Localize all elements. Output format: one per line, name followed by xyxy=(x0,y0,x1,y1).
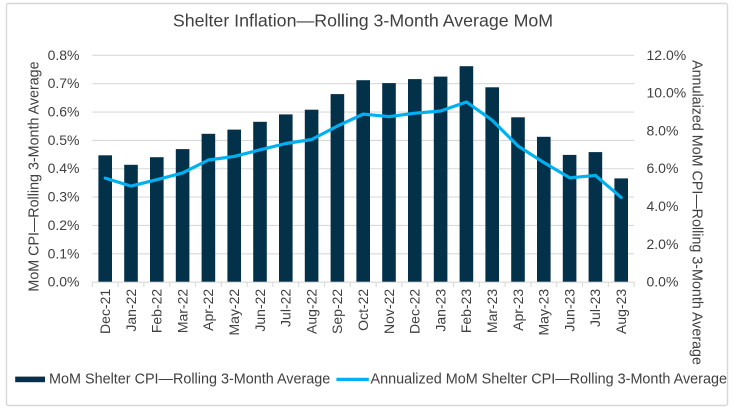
svg-text:Sep-22: Sep-22 xyxy=(329,289,345,334)
svg-text:Nov-22: Nov-22 xyxy=(381,289,397,334)
svg-text:MoM CPI—Rolling 3-Month Averag: MoM CPI—Rolling 3-Month Average xyxy=(27,61,43,291)
svg-text:Shelter Inflation—Rolling 3-Mo: Shelter Inflation—Rolling 3-Month Averag… xyxy=(173,10,553,30)
svg-text:0.0%: 0.0% xyxy=(48,274,80,290)
svg-text:0.5%: 0.5% xyxy=(48,132,80,148)
svg-text:0.4%: 0.4% xyxy=(48,160,80,176)
svg-text:May-22: May-22 xyxy=(226,289,242,336)
svg-text:Aug-23: Aug-23 xyxy=(613,289,629,334)
svg-text:4.0%: 4.0% xyxy=(647,198,679,214)
svg-text:Aug-22: Aug-22 xyxy=(303,289,319,334)
svg-text:0.6%: 0.6% xyxy=(48,103,80,119)
svg-text:0.8%: 0.8% xyxy=(48,47,80,63)
svg-text:Jul-23: Jul-23 xyxy=(587,289,603,327)
svg-text:0.0%: 0.0% xyxy=(647,274,679,290)
svg-text:Annulaized MoM CPI—Rolling 3-M: Annulaized MoM CPI—Rolling 3-Month Avera… xyxy=(689,60,705,365)
svg-text:Jul-22: Jul-22 xyxy=(278,289,294,327)
svg-text:Jan-23: Jan-23 xyxy=(432,289,448,332)
svg-text:Apr-23: Apr-23 xyxy=(510,289,526,331)
svg-text:8.0%: 8.0% xyxy=(647,122,679,138)
svg-text:Jun-23: Jun-23 xyxy=(561,289,577,332)
svg-text:Apr-22: Apr-22 xyxy=(200,289,216,331)
svg-text:12.0%: 12.0% xyxy=(647,47,687,63)
svg-text:Annualized MoM Shelter CPI—Rol: Annualized MoM Shelter CPI—Rolling 3-Mon… xyxy=(371,372,727,388)
svg-text:0.3%: 0.3% xyxy=(48,189,80,205)
svg-text:0.7%: 0.7% xyxy=(48,75,80,91)
svg-text:Dec-22: Dec-22 xyxy=(407,289,423,334)
svg-text:Jan-22: Jan-22 xyxy=(123,289,139,332)
svg-text:May-23: May-23 xyxy=(536,289,552,336)
svg-text:Dec-21: Dec-21 xyxy=(97,289,113,334)
svg-text:Feb-23: Feb-23 xyxy=(458,289,474,334)
svg-text:0.1%: 0.1% xyxy=(48,245,80,261)
svg-text:6.0%: 6.0% xyxy=(647,160,679,176)
svg-text:Mar-23: Mar-23 xyxy=(484,289,500,334)
svg-text:Feb-22: Feb-22 xyxy=(149,289,165,334)
svg-text:10.0%: 10.0% xyxy=(647,85,687,101)
svg-text:2.0%: 2.0% xyxy=(647,236,679,252)
svg-text:Oct-22: Oct-22 xyxy=(355,289,371,331)
svg-text:0.2%: 0.2% xyxy=(48,217,80,233)
svg-text:MoM Shelter CPI—Rolling 3-Mont: MoM Shelter CPI—Rolling 3-Month Average xyxy=(49,372,330,388)
svg-text:Jun-22: Jun-22 xyxy=(252,289,268,332)
svg-text:Mar-22: Mar-22 xyxy=(174,289,190,334)
